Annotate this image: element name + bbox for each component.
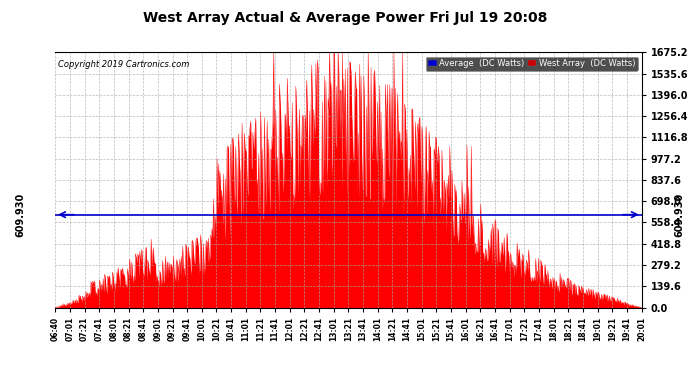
Text: West Array Actual & Average Power Fri Jul 19 20:08: West Array Actual & Average Power Fri Ju… [143, 11, 547, 25]
Text: 609.930: 609.930 [675, 192, 684, 237]
Text: 609.930: 609.930 [15, 192, 25, 237]
Legend: Average  (DC Watts), West Array  (DC Watts): Average (DC Watts), West Array (DC Watts… [426, 57, 638, 70]
Text: Copyright 2019 Cartronics.com: Copyright 2019 Cartronics.com [58, 60, 190, 69]
